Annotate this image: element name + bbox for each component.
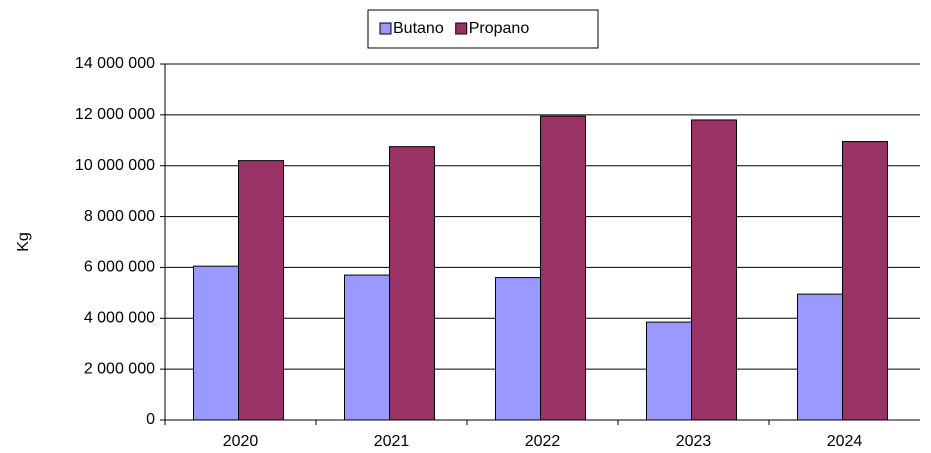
legend-label: Propano	[469, 20, 530, 37]
bar	[842, 141, 888, 421]
y-tick-label: 6 000 000	[84, 259, 155, 276]
legend-swatch	[455, 22, 468, 35]
y-tick-label: 2 000 000	[84, 360, 155, 377]
y-tick-label: 8 000 000	[84, 208, 155, 225]
bar	[797, 293, 843, 421]
legend-swatch	[379, 22, 392, 35]
x-tick-label: 2024	[827, 433, 863, 450]
y-axis-label: Kg	[15, 232, 32, 252]
bar	[495, 277, 541, 421]
bar	[193, 265, 239, 421]
bar	[540, 115, 586, 421]
y-tick-label: 14 000 000	[75, 55, 155, 72]
x-tick-label: 2020	[223, 433, 259, 450]
bar	[344, 274, 390, 421]
x-tick-label: 2022	[525, 433, 561, 450]
bar	[238, 160, 284, 421]
x-tick-label: 2023	[676, 433, 712, 450]
y-tick-label: 0	[146, 411, 155, 428]
legend-box	[367, 9, 599, 49]
bar	[389, 146, 435, 421]
bar	[691, 119, 737, 421]
x-tick-label: 2021	[374, 433, 410, 450]
bar	[646, 321, 692, 421]
y-tick-label: 4 000 000	[84, 310, 155, 327]
y-tick-label: 10 000 000	[75, 157, 155, 174]
legend-label: Butano	[393, 20, 444, 37]
y-tick-label: 12 000 000	[75, 106, 155, 123]
